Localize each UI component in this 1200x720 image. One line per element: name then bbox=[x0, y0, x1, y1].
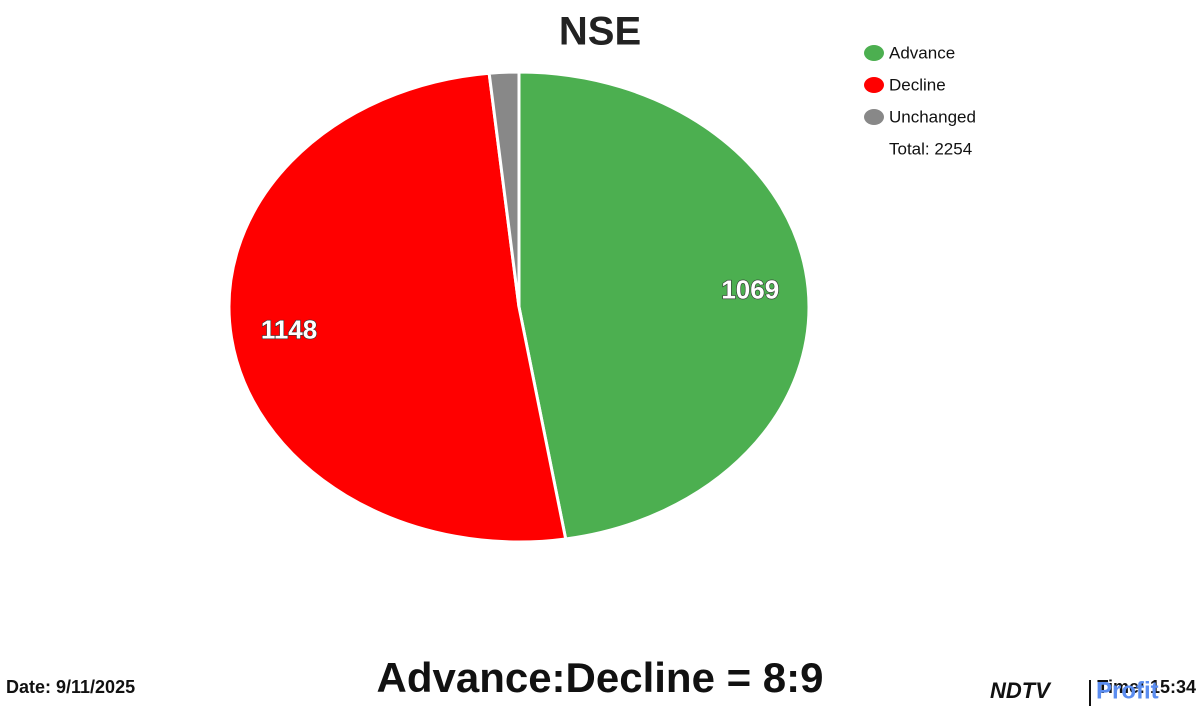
legend-label: Advance bbox=[889, 43, 955, 62]
chart-title: NSE bbox=[559, 10, 641, 54]
logo-profit: Profit bbox=[1096, 677, 1159, 704]
pie-slice bbox=[517, 70, 811, 541]
date-label: Date: 9/11/2025 bbox=[6, 677, 135, 697]
legend-swatch bbox=[864, 109, 884, 125]
ratio-label: Advance:Decline = 8:9 bbox=[376, 654, 823, 701]
time-label: Time: 15:34 bbox=[1097, 677, 1196, 697]
legend-label: Decline bbox=[889, 75, 946, 94]
pie-slice bbox=[487, 70, 521, 308]
total-label: Total: 2254 bbox=[889, 139, 972, 158]
legend-label: Unchanged bbox=[889, 107, 976, 126]
data-label: 1148 bbox=[261, 315, 317, 345]
data-label: 1069 bbox=[721, 275, 779, 305]
logo-ndtv: NDTV bbox=[990, 678, 1052, 703]
legend-swatch bbox=[864, 77, 884, 93]
legend-swatch bbox=[864, 45, 884, 61]
logo-bg bbox=[988, 675, 1080, 705]
pie-slice bbox=[227, 71, 568, 544]
